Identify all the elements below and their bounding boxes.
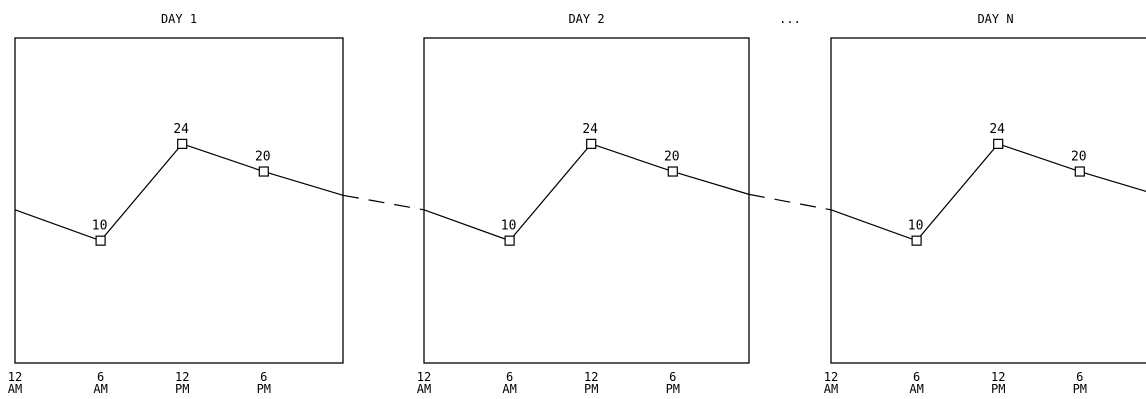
data-point-marker (504, 235, 515, 246)
x-tick-label: 6 (260, 370, 267, 384)
dashed-connector (342, 194, 425, 211)
data-label: 20 (255, 150, 271, 165)
panel-frame-3 (830, 37, 1146, 364)
panel-title-1: DAY 1 (161, 12, 197, 26)
x-tick-label: AM (909, 382, 923, 396)
data-point-marker (586, 138, 597, 149)
data-label: 24 (989, 122, 1005, 137)
series-line-day-1 (14, 143, 344, 242)
x-tick-label: PM (1073, 382, 1087, 396)
x-tick-label: AM (417, 382, 431, 396)
ellipsis-label: ... (779, 12, 801, 26)
panel-frame-2 (423, 37, 750, 364)
x-tick-label: 6 (1076, 370, 1083, 384)
data-point-marker (993, 138, 1004, 149)
panel-frame-1 (14, 37, 344, 364)
data-label: 24 (582, 122, 598, 137)
dashed-connector (748, 193, 832, 211)
data-point-marker (911, 235, 922, 246)
series-line-day-2 (423, 143, 750, 242)
x-tick-label: PM (257, 382, 271, 396)
x-tick-label: 12 (175, 370, 189, 384)
data-point-marker (95, 235, 106, 246)
x-tick-label: 6 (669, 370, 676, 384)
x-tick-label: PM (584, 382, 598, 396)
x-tick-label: 12 (824, 370, 838, 384)
panel-title-2: DAY 2 (568, 12, 604, 26)
x-tick-label: 6 (506, 370, 513, 384)
x-tick-label: 6 (97, 370, 104, 384)
x-tick-label: 12 (991, 370, 1005, 384)
data-label: 24 (173, 122, 189, 137)
x-tick-label: 12 (417, 370, 431, 384)
x-tick-label: PM (666, 382, 680, 396)
data-point-marker (258, 166, 269, 177)
x-tick-label: PM (991, 382, 1005, 396)
x-tick-label: PM (175, 382, 189, 396)
x-tick-label: AM (8, 382, 22, 396)
x-tick-label: 12 (584, 370, 598, 384)
x-tick-label: 6 (913, 370, 920, 384)
series-line-day-3 (830, 143, 1146, 242)
panel-title-3: DAY N (977, 12, 1013, 26)
data-label: 10 (92, 219, 108, 234)
data-label: 20 (1071, 150, 1087, 165)
x-tick-label: AM (502, 382, 516, 396)
data-label: 20 (664, 150, 680, 165)
data-point-marker (667, 166, 678, 177)
x-tick-label: AM (824, 382, 838, 396)
data-point-marker (1074, 166, 1085, 177)
x-tick-label: 12 (8, 370, 22, 384)
x-tick-label: AM (93, 382, 107, 396)
data-point-marker (177, 138, 188, 149)
data-label: 10 (501, 219, 517, 234)
line-layer (14, 143, 1146, 242)
data-label: 10 (908, 219, 924, 234)
